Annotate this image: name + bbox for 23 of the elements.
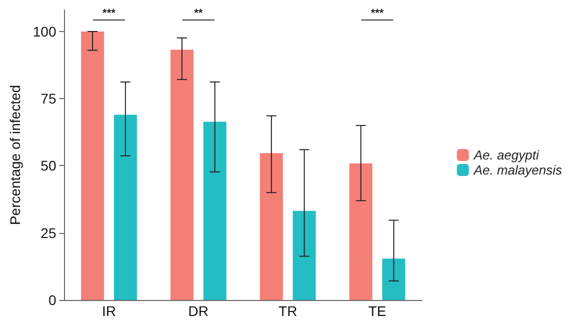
bar <box>203 122 226 300</box>
bar <box>260 153 283 300</box>
legend-label: Ae. aegypti <box>472 148 540 162</box>
y-tick-label: 0 <box>48 292 56 308</box>
x-tick-label: DR <box>188 303 209 319</box>
y-tick-label: 50 <box>40 158 56 174</box>
bar <box>114 114 137 300</box>
bar <box>382 258 406 300</box>
bar <box>349 163 372 300</box>
x-tick-label: TR <box>278 303 298 319</box>
annotation: *** <box>370 8 384 20</box>
y-axis-title: Percentage of infected <box>7 84 23 226</box>
bar <box>81 31 104 300</box>
legend-label: Ae. malayensis <box>472 162 562 178</box>
x-tick-label: TE <box>368 303 386 319</box>
bar <box>170 50 194 300</box>
annotation: ** <box>194 8 204 20</box>
bar <box>292 210 316 300</box>
annotation: *** <box>102 8 116 20</box>
x-tick-label: IR <box>102 303 116 319</box>
y-tick-label: 25 <box>40 224 56 241</box>
y-tick-label: 100 <box>32 23 56 40</box>
y-tick-label: 75 <box>40 90 56 107</box>
